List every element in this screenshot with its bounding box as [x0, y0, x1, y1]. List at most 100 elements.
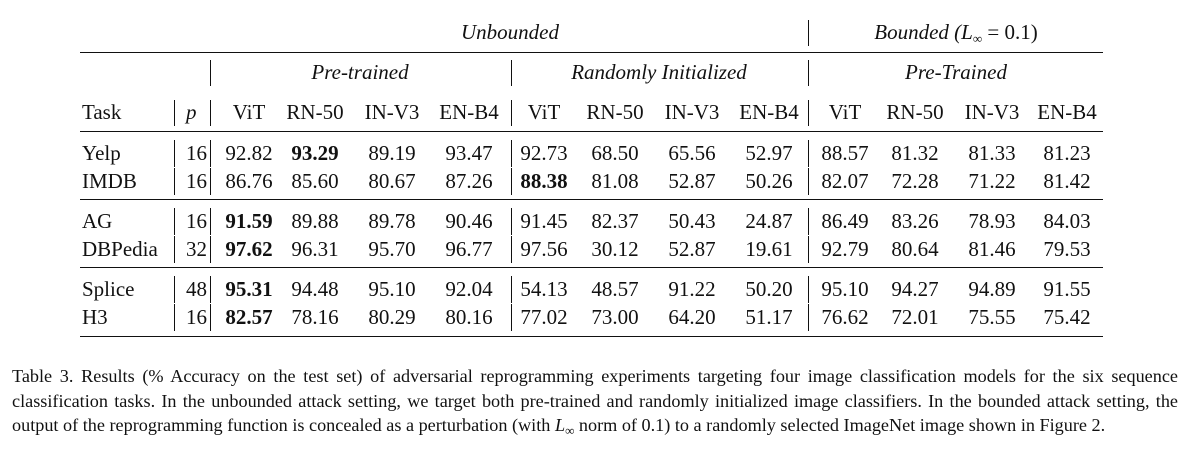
table-cell: 24.87 — [745, 209, 793, 233]
table-cell: 83.26 — [891, 209, 939, 233]
bounded-suffix: = 0.1) — [982, 20, 1038, 44]
subheader-divider-3 — [808, 60, 810, 86]
row-divider — [511, 236, 513, 263]
group-header-bounded: Bounded (L∞ = 0.1) — [874, 20, 1038, 46]
top-rule — [80, 52, 1103, 54]
table-cell: 94.89 — [968, 277, 1016, 301]
bounded-linf: L∞ — [961, 20, 983, 46]
table-cell: 81.23 — [1043, 141, 1091, 165]
row-divider — [174, 276, 176, 303]
table-cell: 78.93 — [968, 209, 1016, 233]
table-cell: 87.26 — [445, 169, 493, 193]
table-cell: 93.29 — [291, 141, 339, 165]
table-cell: 64.20 — [668, 305, 716, 329]
col-header-model: IN-V3 — [664, 100, 720, 124]
header-divider-p — [210, 100, 212, 126]
table-cell: 94.48 — [291, 277, 339, 301]
col-header-model: ViT — [232, 100, 266, 124]
table-cell: 80.67 — [368, 169, 416, 193]
col-header-model: RN-50 — [586, 100, 644, 124]
row-divider — [174, 208, 176, 235]
row-divider — [210, 168, 212, 195]
table-cell: 65.56 — [668, 141, 716, 165]
row-divider — [174, 140, 176, 167]
table-cell: 81.33 — [968, 141, 1016, 165]
group-rule-1 — [80, 199, 1103, 200]
table-cell: 82.07 — [821, 169, 869, 193]
table-cell: 86.76 — [225, 169, 273, 193]
table-cell: 91.55 — [1043, 277, 1091, 301]
row-task: Yelp — [82, 141, 121, 165]
table-cell: 80.16 — [445, 305, 493, 329]
row-divider — [174, 304, 176, 331]
col-header-model: IN-V3 — [964, 100, 1020, 124]
row-divider — [808, 236, 810, 263]
table-cell: 54.13 — [520, 277, 568, 301]
subheader-random: Randomly Initialized — [571, 60, 747, 84]
table-cell: 97.56 — [520, 237, 568, 261]
row-divider — [210, 236, 212, 263]
row-divider — [210, 140, 212, 167]
table-cell: 92.73 — [520, 141, 568, 165]
subheader-divider-2 — [511, 60, 513, 86]
table-cell: 76.62 — [821, 305, 869, 329]
table-cell: 52.97 — [745, 141, 793, 165]
group-divider — [808, 20, 810, 46]
table-cell: 97.62 — [225, 237, 273, 261]
table-cell: 71.22 — [968, 169, 1016, 193]
header-divider-rand — [808, 100, 810, 126]
subheader-pretrained: Pre-trained — [311, 60, 409, 84]
row-task: IMDB — [82, 169, 137, 193]
header-divider-pre — [511, 100, 513, 126]
table-cell: 82.37 — [591, 209, 639, 233]
row-p: 16 — [186, 209, 207, 233]
row-task: Splice — [82, 277, 135, 301]
table-cell: 85.60 — [291, 169, 339, 193]
row-divider — [511, 208, 513, 235]
table-cell: 48.57 — [591, 277, 639, 301]
row-p: 48 — [186, 277, 207, 301]
group-header-unbounded: Unbounded — [461, 20, 559, 44]
row-task: DBPedia — [82, 237, 158, 261]
row-divider — [511, 304, 513, 331]
row-divider — [210, 208, 212, 235]
col-header-model: IN-V3 — [364, 100, 420, 124]
col-header-model: EN-B4 — [739, 100, 799, 124]
row-divider — [511, 168, 513, 195]
table-cell: 89.19 — [368, 141, 416, 165]
table-cell: 95.10 — [821, 277, 869, 301]
row-divider — [511, 140, 513, 167]
table-cell: 93.47 — [445, 141, 493, 165]
table-cell: 80.64 — [891, 237, 939, 261]
row-divider — [174, 168, 176, 195]
row-divider — [808, 140, 810, 167]
table-cell: 88.57 — [821, 141, 869, 165]
row-divider — [808, 276, 810, 303]
table-cell: 81.46 — [968, 237, 1016, 261]
table-cell: 91.59 — [225, 209, 273, 233]
col-header-p: p — [186, 100, 197, 124]
col-header-model: EN-B4 — [439, 100, 499, 124]
table-cell: 95.70 — [368, 237, 416, 261]
row-p: 16 — [186, 169, 207, 193]
table-cell: 75.42 — [1043, 305, 1091, 329]
row-p: 16 — [186, 141, 207, 165]
table-cell: 81.32 — [891, 141, 939, 165]
table-cell: 82.57 — [225, 305, 273, 329]
header-rule — [80, 131, 1103, 133]
table-cell: 78.16 — [291, 305, 339, 329]
row-divider — [174, 236, 176, 263]
table-cell: 92.04 — [445, 277, 493, 301]
col-header-model: RN-50 — [286, 100, 344, 124]
table-cell: 80.29 — [368, 305, 416, 329]
table-cell: 96.31 — [291, 237, 339, 261]
table-cell: 51.17 — [745, 305, 793, 329]
subheader-bounded-pretrained: Pre-Trained — [905, 60, 1007, 84]
table-cell: 75.55 — [968, 305, 1016, 329]
table-cell: 68.50 — [591, 141, 639, 165]
bottom-rule — [80, 336, 1103, 338]
table-cell: 50.26 — [745, 169, 793, 193]
table-cell: 94.27 — [891, 277, 939, 301]
table-cell: 92.79 — [821, 237, 869, 261]
table-cell: 72.01 — [891, 305, 939, 329]
